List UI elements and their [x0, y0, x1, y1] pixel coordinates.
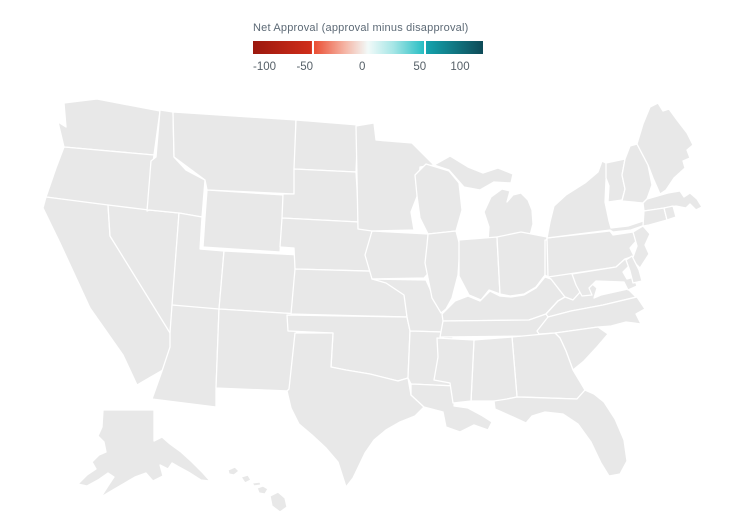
state-connecticut[interactable]	[642, 207, 668, 227]
state-indiana[interactable]	[458, 236, 501, 301]
state-wyoming[interactable]	[202, 189, 285, 253]
legend-ticks: -100 -50 0 50 100	[253, 61, 483, 75]
state-texas[interactable]	[286, 332, 425, 488]
legend-tick-pos50: 50	[413, 61, 427, 73]
state-louisiana[interactable]	[410, 383, 493, 433]
legend-tick-neg100: -100	[252, 61, 277, 73]
state-mississippi[interactable]	[433, 337, 475, 404]
state-hawaii[interactable]	[227, 466, 288, 513]
legend-separator-neg50	[311, 41, 314, 54]
state-alaska[interactable]	[77, 409, 211, 498]
state-vermont[interactable]	[605, 158, 626, 203]
state-idaho[interactable]	[146, 109, 206, 218]
state-florida[interactable]	[493, 389, 628, 477]
state-rhode-island[interactable]	[663, 205, 677, 221]
state-wisconsin[interactable]	[414, 163, 463, 235]
state-new-jersey[interactable]	[631, 225, 651, 269]
legend-separator-pos50	[424, 41, 427, 54]
state-new-mexico[interactable]	[215, 308, 300, 392]
state-colorado[interactable]	[218, 250, 301, 315]
legend-gradient-bar	[253, 41, 483, 54]
state-new-york[interactable]	[546, 160, 649, 239]
legend: Net Approval (approval minus disapproval…	[253, 22, 483, 75]
state-north-dakota[interactable]	[293, 119, 359, 173]
state-delaware[interactable]	[625, 255, 643, 284]
state-south-dakota[interactable]	[281, 168, 360, 223]
legend-tick-neg50: -50	[296, 61, 314, 73]
legend-tick-0: 0	[359, 61, 366, 73]
state-washington[interactable]	[57, 98, 161, 156]
legend-tick-pos100: 100	[450, 61, 470, 73]
state-maine[interactable]	[636, 102, 694, 195]
legend-title: Net Approval (approval minus disapproval…	[253, 22, 469, 34]
